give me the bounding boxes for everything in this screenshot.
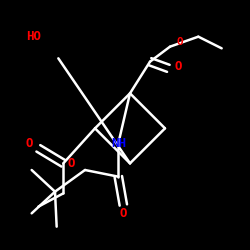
Text: O: O [26,137,33,150]
Text: O: O [176,37,184,47]
Text: HO: HO [26,30,41,43]
Text: O: O [174,60,182,73]
Text: O: O [120,207,127,220]
Text: NH: NH [111,137,126,150]
Text: O: O [68,157,76,170]
